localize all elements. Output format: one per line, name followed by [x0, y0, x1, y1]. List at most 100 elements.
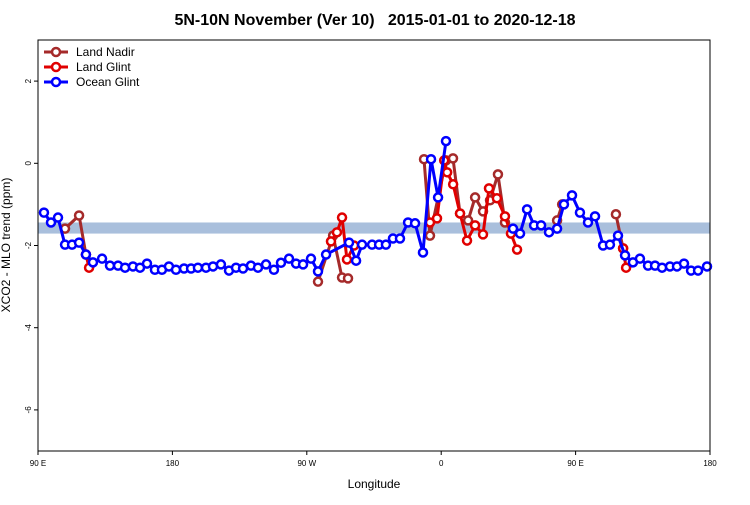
x-tick-label: 180: [703, 459, 717, 468]
reference-band: [38, 222, 710, 234]
data-point: [589, 211, 601, 222]
data-point: [275, 257, 287, 269]
data-point: [192, 262, 204, 273]
data-point: [620, 262, 632, 273]
data-point: [462, 215, 474, 226]
data-point: [341, 254, 353, 265]
x-tick-label: 0: [439, 459, 444, 468]
data-point: [492, 169, 504, 180]
data-point: [73, 210, 85, 221]
data-point: [342, 273, 354, 284]
data-point: [566, 190, 578, 201]
data-point: [511, 244, 523, 255]
data-point: [612, 230, 624, 241]
y-tick-label: 2: [24, 78, 33, 83]
legend-label: Ocean Glint: [76, 75, 140, 89]
data-point: [558, 199, 570, 210]
data-point: [619, 250, 631, 261]
data-point: [417, 247, 429, 258]
data-point: [610, 209, 622, 220]
data-point: [692, 265, 704, 276]
data-point: [380, 239, 392, 250]
data-point: [350, 255, 362, 266]
data-point: [320, 249, 332, 260]
data-point: [312, 276, 324, 287]
data-point: [268, 264, 280, 275]
data-point: [447, 153, 459, 164]
data-point: [477, 229, 489, 240]
x-axis-label: Longitude: [348, 477, 401, 491]
x-tick-label: 180: [166, 459, 180, 468]
y-tick-label: -2: [24, 241, 33, 249]
data-point: [96, 253, 108, 264]
data-point: [469, 192, 481, 203]
data-point: [356, 239, 368, 250]
y-tick-label: 0: [24, 161, 33, 166]
data-point: [87, 257, 99, 268]
data-point: [305, 253, 317, 264]
data-point: [283, 253, 295, 264]
data-point: [656, 262, 668, 273]
legend-label: Land Nadir: [76, 45, 135, 59]
data-point: [461, 235, 473, 246]
data-point: [604, 239, 616, 250]
data-point: [483, 183, 495, 194]
data-point: [447, 179, 459, 190]
x-tick-label: 90 E: [30, 459, 46, 468]
data-point: [543, 227, 555, 238]
data-point: [45, 217, 57, 228]
data-point: [574, 207, 586, 218]
data-point: [52, 212, 64, 223]
data-point: [441, 167, 453, 178]
data-point: [440, 135, 452, 147]
legend-marker: [50, 61, 62, 73]
data-point: [336, 212, 348, 223]
data-point: [141, 258, 153, 269]
data-point: [119, 262, 131, 273]
chart-title: 5N-10N November (Ver 10) 2015-01-01 to 2…: [174, 12, 575, 29]
y-tick-label: -4: [24, 324, 33, 332]
data-point: [507, 223, 519, 234]
data-point: [431, 213, 443, 224]
x-tick-label: 90 W: [297, 459, 316, 468]
x-tick-label: 90 E: [567, 459, 583, 468]
y-tick-label: -6: [24, 406, 33, 414]
data-point: [394, 233, 406, 244]
data-point: [425, 153, 437, 165]
data-point: [297, 259, 309, 270]
data-point: [331, 227, 343, 238]
data-point: [104, 260, 116, 271]
data-point: [514, 228, 526, 239]
data-point: [582, 217, 594, 228]
legend-marker: [50, 76, 62, 88]
data-point: [325, 236, 337, 247]
data-point: [260, 259, 272, 270]
data-point: [634, 253, 646, 264]
data-point: [80, 249, 92, 260]
y-axis-label: XCO2 - MLO trend (ppm): [0, 178, 13, 313]
data-point: [343, 237, 355, 248]
data-point: [521, 204, 533, 215]
data-point: [215, 259, 227, 270]
series-line: [84, 158, 628, 269]
data-point: [551, 223, 563, 234]
series-line: [42, 140, 708, 273]
legend-label: Land Glint: [76, 60, 131, 74]
data-point: [38, 207, 50, 218]
plot-area: [38, 135, 713, 287]
data-point: [252, 262, 264, 273]
data-point: [73, 237, 85, 248]
data-point: [409, 218, 421, 229]
data-point: [499, 211, 511, 222]
data-point: [312, 266, 324, 277]
data-point: [701, 261, 713, 272]
data-point: [469, 220, 481, 231]
data-point: [424, 230, 436, 241]
data-point: [535, 220, 547, 231]
data-point: [432, 192, 444, 203]
data-point: [454, 208, 466, 219]
data-point: [491, 192, 503, 204]
data-point: [678, 258, 690, 269]
legend-marker: [50, 46, 62, 58]
